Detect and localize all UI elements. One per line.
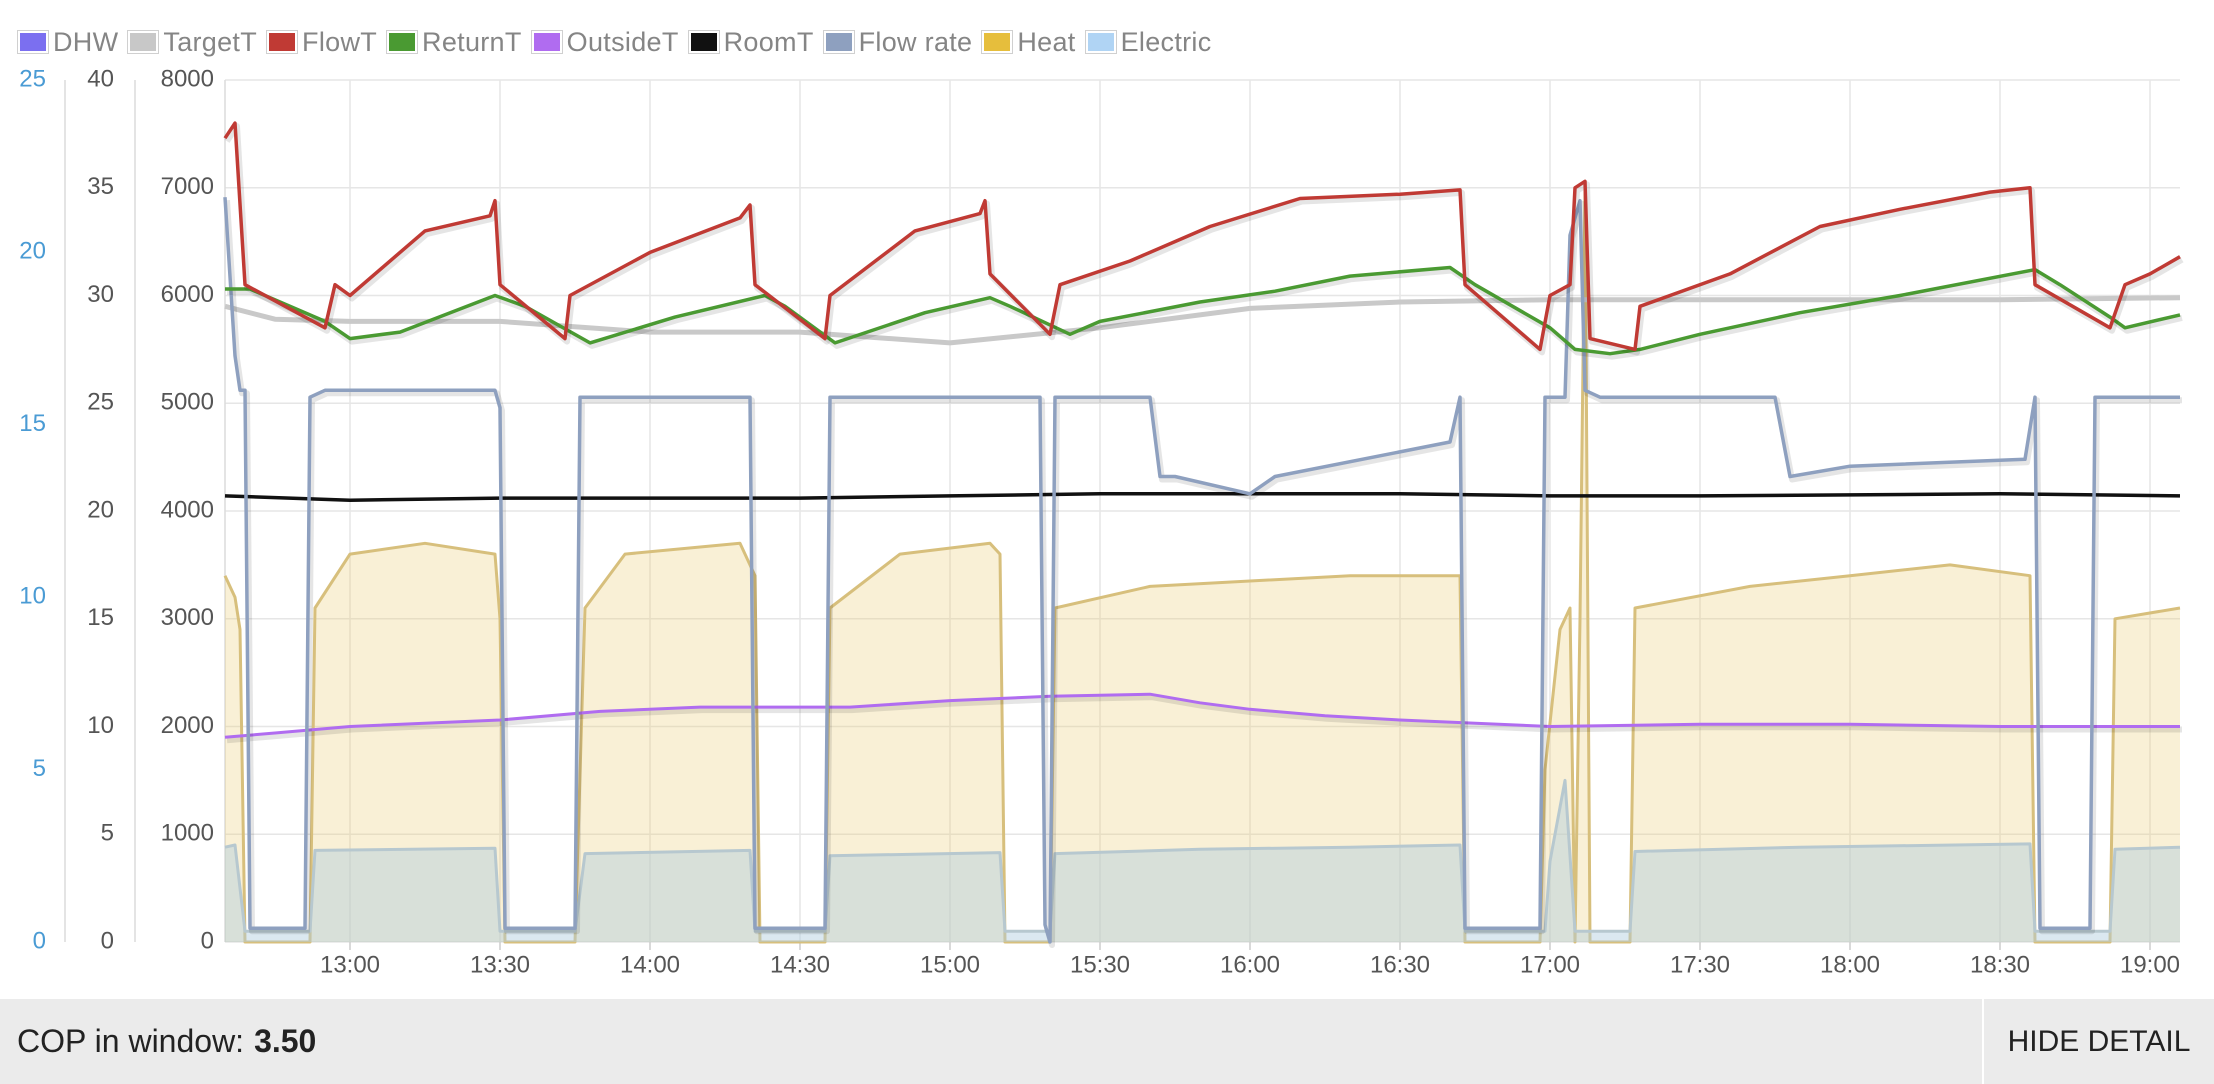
legend-swatch	[531, 31, 562, 53]
x-tick-label: 13:00	[320, 951, 380, 978]
x-tick-label: 17:30	[1670, 951, 1730, 978]
temp-tick-label: 0	[101, 927, 114, 954]
legend-swatch	[1085, 31, 1116, 53]
chart-legend: DHW TargetT FlowT ReturnT OutsideT RoomT Flow …	[18, 22, 1222, 62]
legend-label: ReturnT	[422, 26, 522, 57]
hide-detail-button[interactable]: HIDE DETAIL	[1982, 999, 2214, 1084]
temp-tick-label: 15	[87, 604, 114, 631]
legend-label: OutsideT	[566, 26, 679, 57]
outside-temp-line	[224, 692, 2180, 739]
power-tick-label: 0	[201, 927, 214, 954]
legend-item-heat[interactable]: Heat	[982, 27, 1075, 58]
electric-line	[224, 778, 2181, 933]
temp-tick-label: 40	[87, 65, 114, 92]
legend-swatch	[387, 31, 418, 53]
power-tick-label: 8000	[161, 65, 214, 92]
power-tick-label: 4000	[161, 496, 214, 523]
x-tick-label: 14:30	[770, 951, 830, 978]
cop-value: 3.50	[254, 1023, 317, 1059]
temp-tick-label: 10	[87, 712, 114, 739]
legend-item-flowrate[interactable]: Flow rate	[823, 26, 973, 58]
legend-label: TargetT	[163, 26, 258, 57]
legend-label: Electric	[1120, 26, 1212, 57]
flowrate-tick-label: 25	[19, 65, 46, 92]
legend-item-dhw[interactable]: DHW	[18, 27, 118, 58]
power-tick-label: 6000	[161, 281, 214, 308]
x-tick-label: 19:00	[2120, 951, 2180, 978]
room-temp-line	[224, 492, 2181, 502]
power-tick-label: 7000	[161, 173, 214, 200]
return-temp-line	[225, 265, 2181, 356]
return-temp-shadow	[227, 267, 2183, 360]
legend-label: Flow rate	[858, 26, 973, 57]
x-tick-label: 18:30	[1970, 951, 2030, 978]
legend-label: Heat	[1017, 26, 1076, 57]
legend-swatch	[18, 31, 48, 53]
legend-label: DHW	[53, 26, 119, 57]
x-tick-label: 16:30	[1370, 951, 1430, 978]
x-tick-label: 15:00	[920, 951, 980, 978]
flow-temp-line	[223, 121, 2181, 352]
legend-swatch	[267, 31, 298, 53]
x-tick-label: 16:00	[1220, 951, 1280, 978]
footer-bar: COP in window: 3.50 HIDE DETAIL	[0, 999, 2214, 1084]
legend-item-flow[interactable]: FlowT	[267, 27, 377, 58]
x-tick-label: 13:30	[470, 951, 530, 978]
temp-tick-label: 25	[87, 389, 114, 416]
flow-temp-shadow	[224, 123, 2184, 356]
flowrate-tick-label: 15	[19, 410, 46, 437]
flowrate-tick-label: 0	[33, 927, 46, 954]
x-tick-label: 15:30	[1070, 951, 1130, 978]
x-tick-label: 17:00	[1520, 951, 1580, 978]
chart-area: 0 5 10 15 20 25 0 5 10 15 20 25 30 35 40 0 1000 2000 3000 4…	[19, 65, 2184, 978]
temp-tick-label: 20	[87, 496, 114, 523]
temp-tick-label: 30	[87, 281, 114, 308]
temp-tick-label: 5	[101, 820, 114, 847]
heat-area	[225, 189, 2180, 942]
legend-item-target[interactable]: TargetT	[128, 27, 257, 58]
cop-label: COP in window:	[17, 1023, 245, 1059]
power-tick-label: 2000	[161, 712, 214, 739]
legend-label: FlowT	[302, 26, 378, 57]
flowrate-tick-label: 20	[19, 238, 46, 265]
target-temp-line	[224, 295, 2181, 346]
power-tick-label: 5000	[161, 389, 214, 416]
legend-item-elec[interactable]: Electric	[1085, 26, 1212, 58]
legend-item-return[interactable]: ReturnT	[387, 27, 522, 58]
legend-swatch	[823, 31, 854, 53]
cop-summary: COP in window: 3.50	[17, 999, 316, 1084]
legend-swatch	[128, 31, 159, 53]
x-tick-label: 18:00	[1820, 951, 1880, 978]
temp-tick-label: 35	[87, 173, 114, 200]
x-tick-label: 14:00	[620, 951, 680, 978]
flowrate-tick-label: 5	[33, 755, 46, 782]
power-tick-label: 1000	[161, 820, 214, 847]
flow-rate-line	[223, 197, 2180, 944]
electric-area	[225, 780, 2180, 942]
legend-swatch	[982, 31, 1013, 53]
legend-swatch	[688, 31, 719, 53]
flowrate-tick-label: 10	[19, 583, 46, 610]
legend-item-outside[interactable]: OutsideT	[531, 26, 679, 58]
legend-label: RoomT	[723, 26, 814, 57]
power-tick-label: 3000	[161, 604, 214, 631]
legend-item-room[interactable]: RoomT	[688, 26, 814, 58]
